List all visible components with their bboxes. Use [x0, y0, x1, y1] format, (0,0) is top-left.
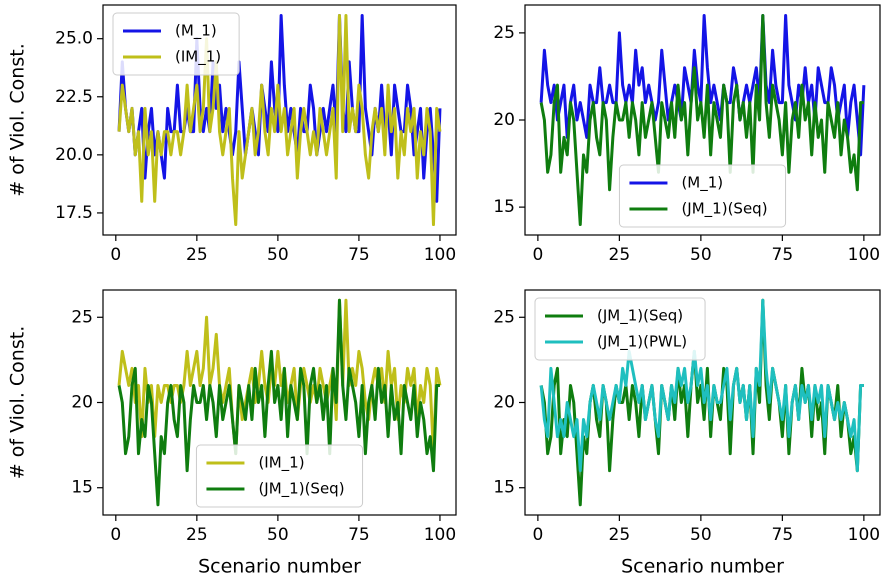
legend: (M_1) (JM_1)(Seq): [618, 164, 787, 228]
y-tick-label: 25: [493, 23, 515, 43]
x-tick-label: 75: [772, 525, 794, 545]
y-tick-label: 15: [493, 197, 515, 217]
legend-label: (JM_1)(Seq): [681, 200, 767, 219]
x-tick-label: 0: [532, 245, 543, 265]
x-tick-label: 100: [424, 525, 456, 545]
x-tick-label: 100: [848, 245, 880, 265]
x-tick-label: 0: [532, 525, 543, 545]
y-tick-label: 15: [493, 478, 515, 498]
series-line: [117, 298, 440, 507]
legend: (JM_1)(Seq) (JM_1)(PWL): [534, 297, 706, 361]
legend-label: (JM_1)(PWL): [597, 333, 687, 352]
legend: (M_1) (IM_1): [112, 12, 240, 76]
axes-frame: [102, 4, 457, 236]
panel: 0 25 50 75 100 15 20 25 Scenario number (JM_1)(Se…: [493, 289, 881, 578]
legend-label: (JM_1)(Seq): [597, 307, 683, 326]
x-tick-label: 50: [267, 245, 289, 265]
legend-label: (IM_1): [175, 48, 221, 67]
y-tick-label: 20: [493, 393, 515, 413]
y-tick-label: 25: [493, 307, 515, 327]
y-tick-label: 25: [71, 307, 93, 327]
x-tick-label: 25: [186, 245, 208, 265]
x-axis-label: Scenario number: [198, 556, 361, 578]
x-tick-label: 0: [110, 245, 121, 265]
x-axis-label: Scenario number: [621, 556, 784, 578]
y-tick-label: 20: [493, 110, 515, 130]
series-line: [539, 298, 864, 473]
legend: (IM_1) (JM_1)(Seq): [195, 444, 364, 508]
legend-box: [112, 12, 240, 76]
x-tick-label: 25: [609, 245, 631, 265]
y-axis-label: # of Viol. Const.: [7, 43, 29, 196]
legend-label: (IM_1): [258, 454, 304, 473]
series-line: [117, 13, 442, 227]
x-tick-label: 75: [772, 245, 794, 265]
legend-box: [618, 164, 787, 228]
y-axis-label: # of Viol. Const.: [7, 326, 29, 479]
x-tick-label: 25: [186, 525, 208, 545]
legend-box: [195, 444, 364, 508]
legend-label: (M_1): [175, 22, 217, 41]
x-tick-label: 50: [267, 525, 289, 545]
y-tick-label: 25.0: [55, 29, 93, 49]
y-tick-label: 20: [71, 393, 93, 413]
x-tick-label: 0: [110, 525, 121, 545]
panel: 0 25 50 75 100 17.5 20.0 22.5 25.0 # of Viol. Con…: [7, 4, 457, 265]
series-line: [539, 13, 864, 227]
x-tick-label: 75: [348, 245, 370, 265]
y-tick-label: 17.5: [55, 203, 93, 223]
y-tick-label: 20.0: [55, 145, 93, 165]
x-tick-label: 100: [424, 245, 456, 265]
panel: 0 25 50 75 100 15 20 25 # of Viol. Const. Scenari…: [7, 289, 457, 578]
y-tick-label: 22.5: [55, 87, 93, 107]
x-tick-label: 25: [609, 525, 631, 545]
x-tick-label: 75: [348, 525, 370, 545]
y-tick-label: 15: [71, 478, 93, 498]
x-tick-label: 50: [690, 525, 712, 545]
panel: 0 25 50 75 100 15 20 25 (M_1) (JM_1)(Seq): [493, 4, 881, 265]
series-line: [539, 13, 866, 157]
x-tick-label: 100: [848, 525, 880, 545]
legend-label: (JM_1)(Seq): [258, 480, 344, 499]
legend-box: [534, 297, 706, 361]
x-tick-label: 50: [690, 245, 712, 265]
legend-label: (M_1): [681, 174, 723, 193]
